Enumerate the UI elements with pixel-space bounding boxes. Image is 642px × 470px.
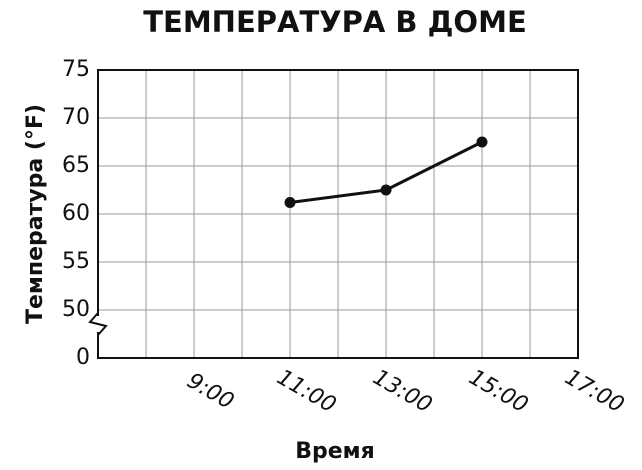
point xyxy=(476,136,488,148)
plot-frame xyxy=(97,69,579,359)
x-tick-label: 11:00 xyxy=(273,365,340,418)
axis-break xyxy=(88,312,108,336)
y-tick-label: 50 xyxy=(62,297,90,322)
x-tick-label: 9:00 xyxy=(183,368,238,414)
x-tick-label: 13:00 xyxy=(369,365,436,418)
x-axis-label: Время xyxy=(295,439,375,464)
y-tick-label: 60 xyxy=(62,201,90,226)
y-tick-label: 75 xyxy=(62,57,90,82)
x-tick-label: 17:00 xyxy=(561,365,628,418)
y-tick-label: 65 xyxy=(62,153,90,178)
y-tick-label: 0 xyxy=(76,345,90,370)
point xyxy=(284,196,296,208)
x-tick-label: 15:00 xyxy=(465,365,532,418)
y-axis-label: Температура (°F) xyxy=(23,104,48,324)
chart-title: ТЕМПЕРАТУРА В ДОМЕ xyxy=(143,5,527,39)
point xyxy=(380,184,392,196)
y-tick-label: 70 xyxy=(62,105,90,130)
y-tick-label: 55 xyxy=(62,249,90,274)
